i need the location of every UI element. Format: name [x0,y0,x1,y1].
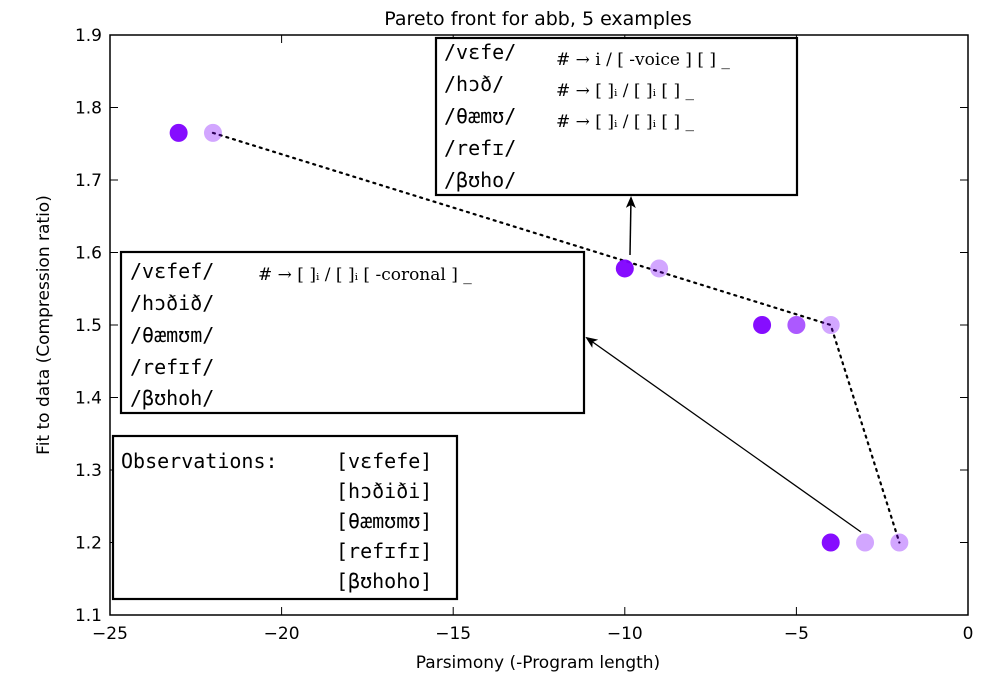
y-tick-label: 1.2 [75,534,102,554]
top-annotation-box: /vɛfe/ /hɔð/ /θæmʊ/ /refɪ/ /βʊho/ # → i … [434,36,799,197]
data-point [890,533,909,552]
mid-box-word-2: /hɔðið/ [130,291,214,315]
data-point [615,259,634,278]
mid-box-word-5: /βʊhoh/ [130,386,214,410]
top-box-rule-3: # → [ ]ᵢ / [ ]ᵢ [ ] _ [556,112,694,132]
y-axis-label: Fit to data (Compression ratio) [34,195,54,455]
observation-1: [vɛfefe] [336,449,432,473]
y-tick-label: 1.8 [75,99,102,119]
y-tick-labels: 1.1 1.2 1.3 1.4 1.5 1.6 1.7 1.8 1.9 [75,26,102,626]
y-tick-label: 1.4 [75,389,102,409]
observations-box: Observations: [vɛfefe] [hɔðiði] [θæmʊmʊ]… [111,434,459,601]
observations-label: Observations: [121,449,278,473]
observation-3: [θæmʊmʊ] [336,509,432,533]
data-point [821,316,840,334]
x-tick-label: −25 [92,624,128,644]
mid-box-rule-1: # → [ ]ᵢ / [ ]ᵢ [ -coronal ] _ [258,265,472,285]
x-tick-labels: −25 −20 −15 −10 −5 0 [92,624,973,644]
observations-box-frame [111,434,459,601]
observation-2: [hɔðiði] [336,479,432,503]
x-tick-label: 0 [963,624,974,644]
mid-box-word-1: /vɛfef/ [130,259,214,283]
data-point [203,123,222,142]
top-box-word-5: /βʊho/ [444,168,516,192]
data-point [753,316,772,334]
top-box-rule-2: # → [ ]ᵢ / [ ]ᵢ [ ] _ [556,81,694,101]
observation-5: [βʊhoho] [336,569,432,593]
data-point [787,316,806,334]
chart-title: Pareto front for abb, 5 examples [384,8,692,30]
top-box-frame [434,36,799,197]
data-points [169,123,909,552]
observation-4: [refɪfɪ] [336,539,432,563]
data-point [821,533,840,552]
x-tick-label: −10 [607,624,643,644]
arrow-to-top-box [625,196,636,256]
data-point [169,123,188,142]
mid-box-word-4: /refɪf/ [130,355,214,379]
mid-annotation-box: /vɛfef/ /hɔðið/ /θæmʊm/ /refɪf/ /βʊhoh/ … [119,250,586,415]
y-tick-label: 1.1 [75,606,102,626]
data-point [856,533,875,552]
y-tick-label: 1.9 [75,26,102,46]
mid-box-word-3: /θæmʊm/ [130,323,214,347]
top-box-word-4: /refɪ/ [444,136,516,160]
x-tick-label: −15 [435,624,471,644]
arrow-to-mid-box [585,336,862,533]
top-box-word-1: /vɛfe/ [444,40,516,64]
mid-box-frame [119,250,586,415]
data-point [650,259,669,278]
top-box-rule-1: # → i / [ -voice ] [ ] _ [556,50,730,70]
top-box-word-2: /hɔð/ [444,72,504,96]
y-tick-label: 1.5 [75,316,102,336]
y-tick-label: 1.6 [75,244,102,264]
pareto-frontier-line [211,131,901,544]
x-tick-label: −5 [784,624,809,644]
top-box-word-3: /θæmʊ/ [444,104,516,128]
x-tick-label: −20 [264,624,300,644]
y-tick-label: 1.7 [75,171,102,191]
x-axis-label: Parsimony (-Program length) [416,653,660,673]
y-tick-label: 1.3 [75,461,102,481]
